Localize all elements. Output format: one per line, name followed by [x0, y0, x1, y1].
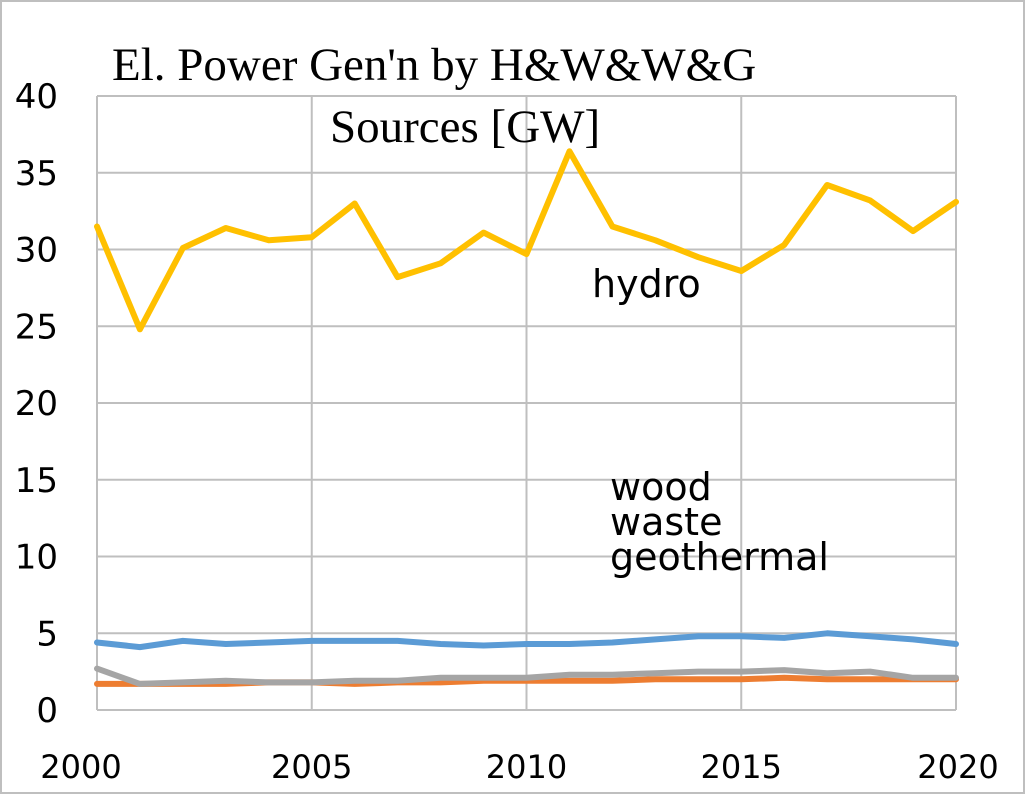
y-tick-label: 10 — [15, 538, 58, 578]
series-line-wood — [94, 630, 959, 651]
series-line-hydro — [94, 148, 959, 333]
annotation-wood: wood — [610, 465, 712, 509]
y-tick-label: 5 — [36, 614, 58, 654]
y-tick-label: 40 — [15, 77, 58, 117]
y-tick-label: 0 — [36, 691, 58, 731]
chart-title-line-2: Sources [GW] — [330, 101, 600, 153]
x-tick-label: 2015 — [701, 748, 782, 786]
x-tick-label: 2020 — [917, 748, 998, 786]
series-line-waste — [94, 665, 959, 687]
x-tick-label: 2000 — [40, 748, 121, 786]
annotation-waste: waste — [610, 500, 722, 544]
gridlines — [96, 95, 957, 711]
x-tick-label: 2005 — [271, 748, 352, 786]
chart-title: El. Power Gen'n by H&W&W&G Sources [GW] — [112, 39, 756, 153]
y-axis-ticks: 0 5 10 15 20 25 30 35 40 — [15, 77, 58, 731]
x-tick-label: 2010 — [486, 748, 567, 786]
series-annotations: hydro wood waste geothermal — [592, 262, 829, 579]
y-tick-label: 25 — [15, 307, 58, 347]
y-tick-label: 20 — [15, 384, 58, 424]
series-lines — [94, 148, 959, 687]
x-axis-ticks: 2000 2005 2010 2015 2020 — [40, 748, 998, 786]
chart-title-line-1: El. Power Gen'n by H&W&W&G — [112, 39, 756, 91]
y-tick-label: 35 — [15, 154, 58, 194]
y-tick-label: 15 — [15, 461, 58, 501]
annotation-geothermal: geothermal — [610, 535, 829, 579]
y-tick-label: 30 — [15, 231, 58, 271]
annotation-hydro: hydro — [592, 262, 701, 306]
